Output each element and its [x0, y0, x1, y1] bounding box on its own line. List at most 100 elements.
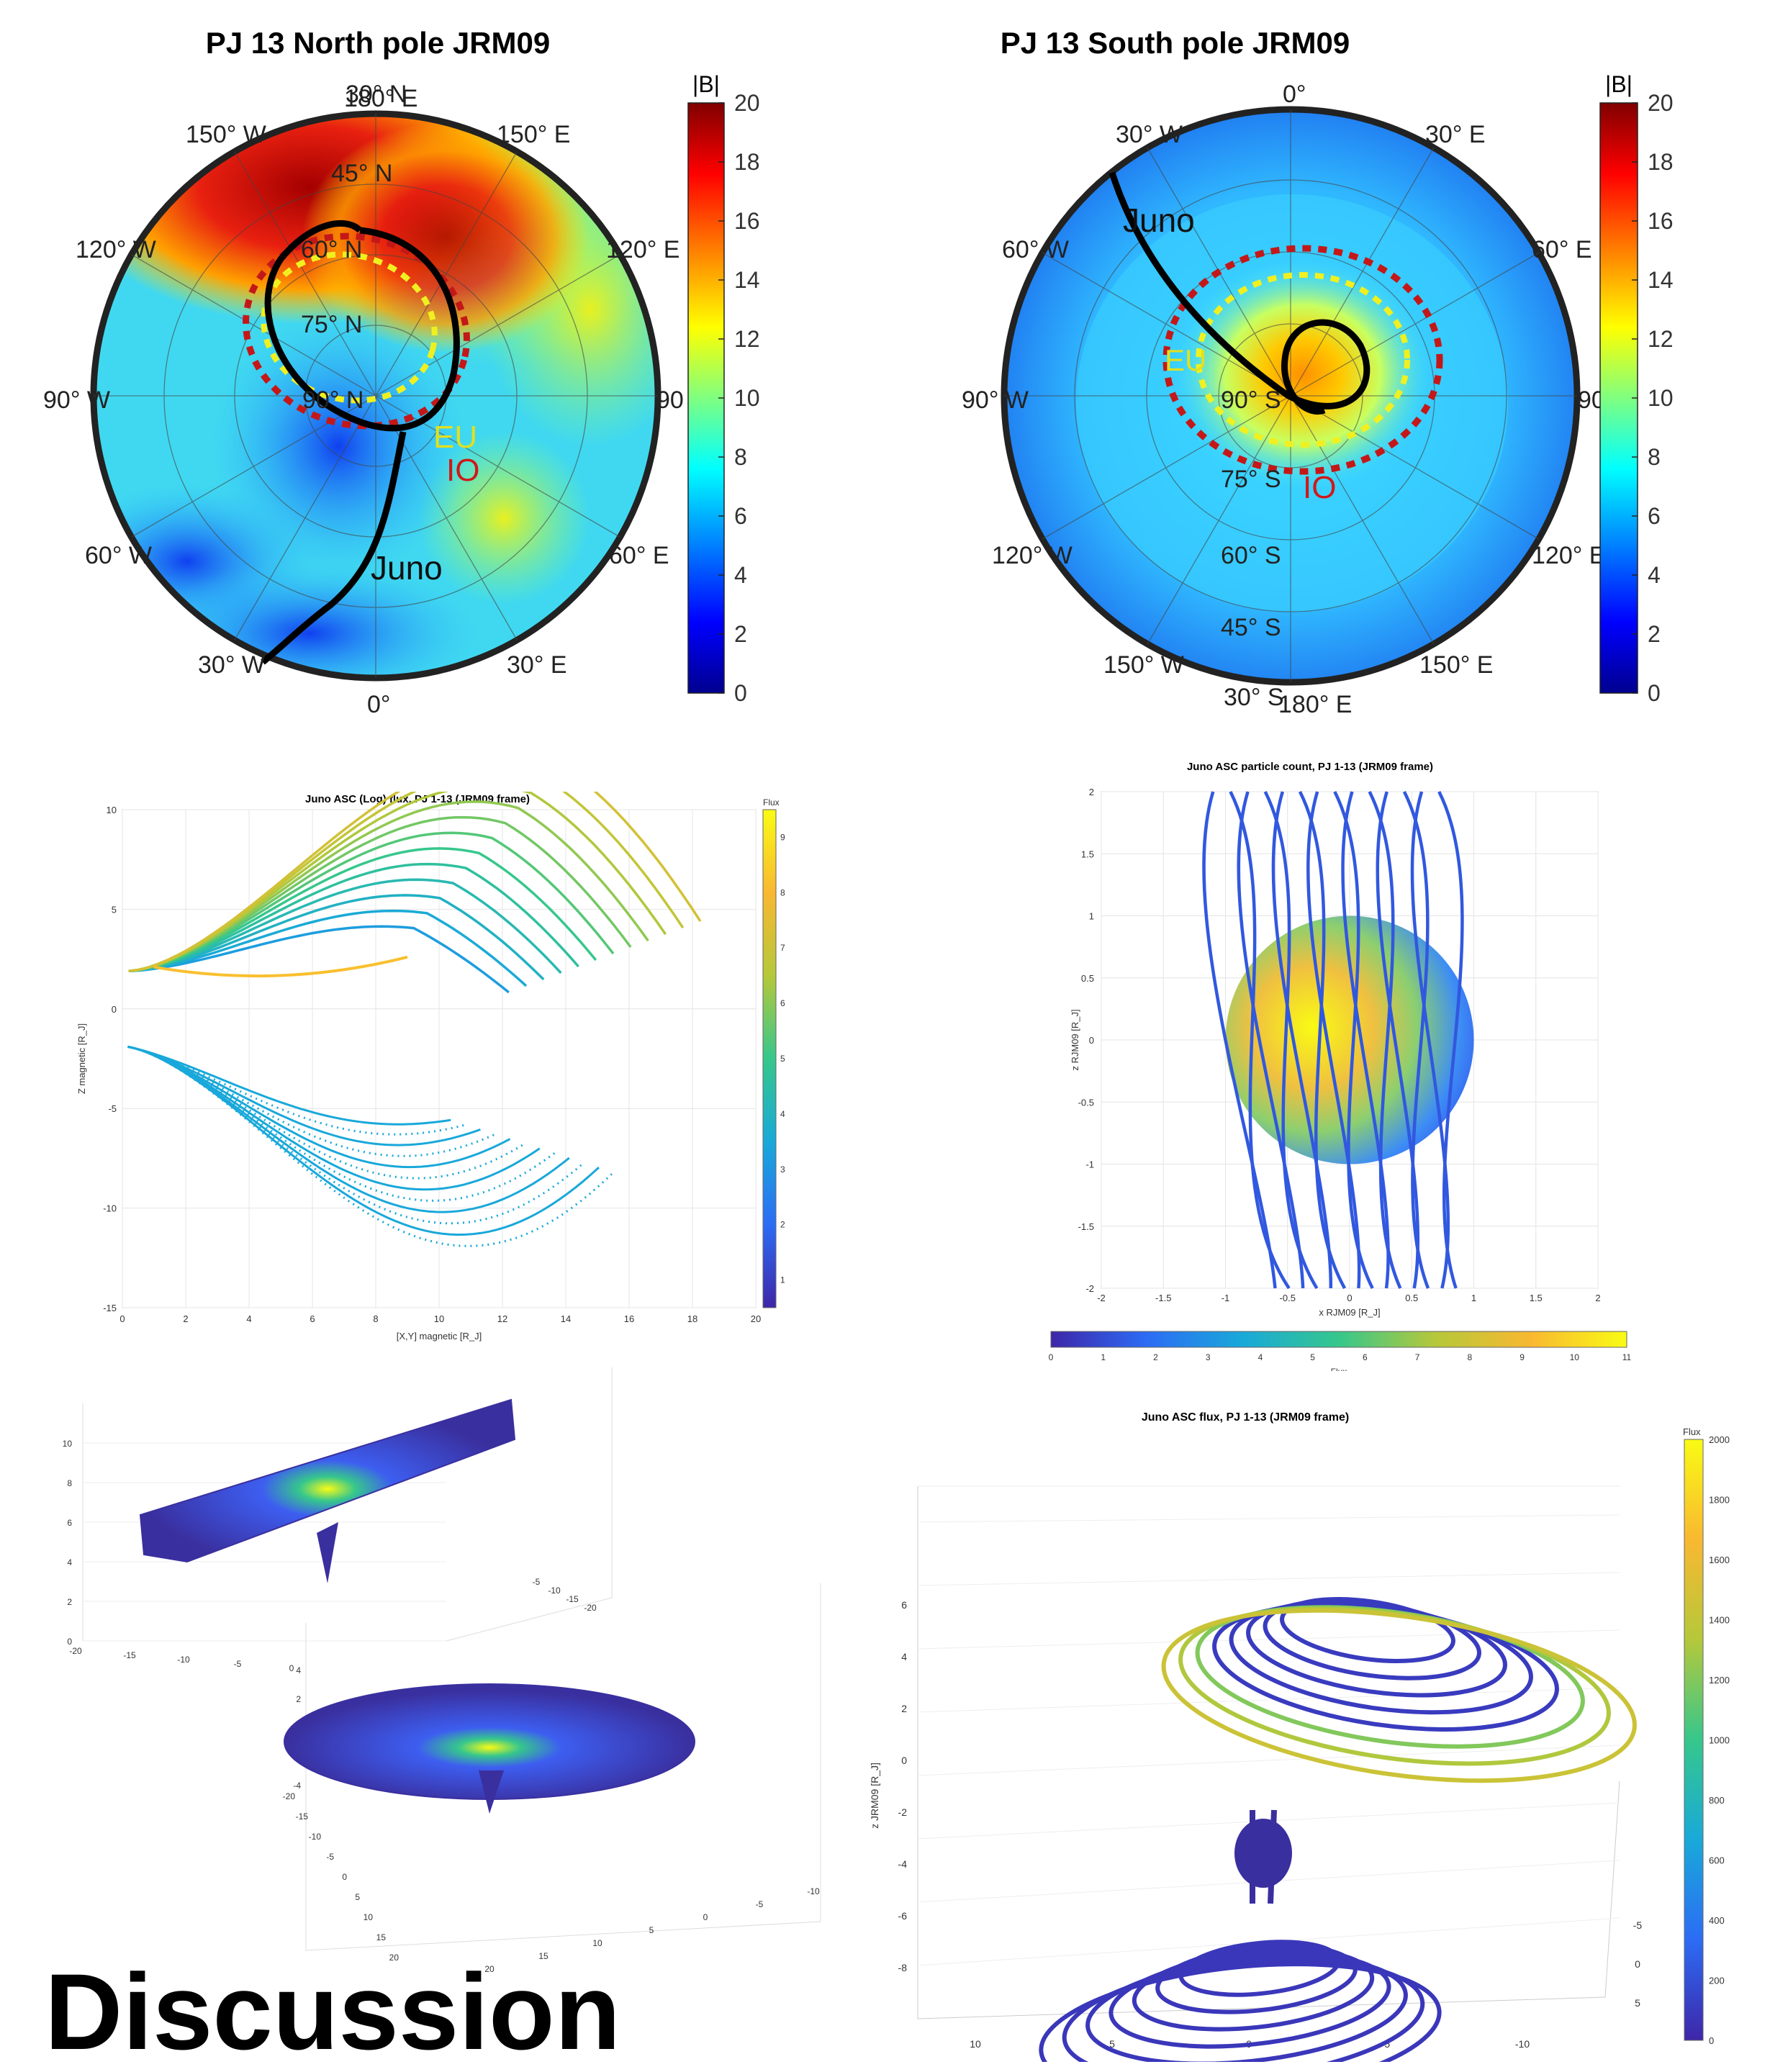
colorbar-tick: 200: [1709, 1976, 1725, 1986]
svg-text:45° S: 45° S: [1221, 614, 1281, 641]
field-line: [153, 955, 408, 978]
field-line: [1341, 791, 1390, 1289]
x-tick-label: -0.5: [1280, 1293, 1296, 1303]
axes-box: [305, 1583, 821, 1951]
x-tick-label: -10: [309, 1832, 322, 1842]
colorbar-tick: 4: [780, 1109, 785, 1119]
field-line: [1437, 790, 1464, 1289]
z-tick-label: 2: [901, 1703, 907, 1714]
grid-line: [917, 1687, 1620, 1713]
y-tick-label: -0.5: [1078, 1097, 1094, 1108]
y-tick-label: 0: [1635, 1958, 1640, 1970]
y-tick-label: 1.5: [1081, 849, 1094, 859]
x-tick-label: -1: [1222, 1293, 1230, 1303]
svg-text:IO: IO: [1303, 470, 1336, 505]
field-line: [128, 847, 597, 972]
colorbar-tick: 400: [1709, 1915, 1725, 1926]
x-tick-label: 20: [751, 1313, 761, 1324]
colorbar-tick: 12: [734, 326, 760, 352]
svg-text:30° E: 30° E: [1425, 121, 1486, 148]
colorbar-tick: 5: [1310, 1352, 1315, 1362]
field-line: [1085, 1954, 1408, 2062]
colorbar-tick: 2000: [1709, 1434, 1730, 1445]
section-heading: Discussion: [45, 1951, 621, 2072]
x-tick-label: -2: [1097, 1293, 1106, 1303]
colorbar-tick: 1400: [1709, 1615, 1730, 1626]
colorbar-tick: 9: [780, 832, 785, 842]
colorbar-tick: 800: [1709, 1795, 1725, 1806]
log-flux-panel: Juno ASC (Log) flux, PJ 1-13 (JRM09 fram…: [65, 792, 828, 1353]
south-colorbar-label: |B|: [1605, 71, 1633, 97]
y-tick-label: 0.5: [1081, 973, 1094, 984]
axes-box: [917, 1486, 1620, 2019]
svg-text:180° E: 180° E: [344, 85, 417, 112]
svg-text:90° S: 90° S: [1221, 386, 1281, 414]
colorbar-tick: 0: [734, 680, 747, 706]
x-tick-label: 10: [970, 2038, 981, 2050]
colorbar-tick: 6: [734, 503, 747, 529]
colorbar-tick: 1: [1101, 1352, 1106, 1362]
colorbar-tick: 12: [1648, 326, 1674, 352]
x-tick-label: 5: [1109, 2038, 1115, 2050]
colorbar-tick: 5: [780, 1054, 785, 1064]
colorbar-tick: 16: [734, 208, 760, 234]
x-tick-label: 10: [434, 1313, 444, 1324]
svg-text:120° W: 120° W: [76, 236, 156, 263]
x-tick-label: 5: [355, 1892, 360, 1902]
svg-text:150° E: 150° E: [497, 121, 570, 148]
svg-text:30° W: 30° W: [1116, 121, 1183, 148]
colorbar-label: Flux: [1331, 1367, 1347, 1371]
north-colorbar-ticks: 0 2 4 6 8 10 12 14 16 18 20: [718, 90, 760, 706]
colorbar-tick: 20: [1648, 90, 1674, 116]
svg-text:60° S: 60° S: [1221, 542, 1281, 569]
colorbar-tick: 4: [1648, 562, 1661, 588]
svg-text:EU: EU: [1165, 343, 1206, 377]
colorbar-tick: 1800: [1709, 1495, 1730, 1506]
colorbar-tick: 6: [1363, 1352, 1368, 1362]
x-tick-label: 12: [497, 1313, 507, 1324]
y-tick-label: 20: [484, 1964, 495, 1974]
field-line: [1376, 791, 1420, 1289]
field-line: [1108, 1950, 1391, 2049]
svg-text:150° W: 150° W: [1103, 651, 1184, 679]
svg-text:0°: 0°: [367, 691, 391, 718]
x-tick-label: 18: [687, 1313, 697, 1324]
y-tick-label: 2: [1089, 787, 1094, 797]
colorbar-tick: 1000: [1709, 1735, 1730, 1746]
colorbar-tick: 7: [780, 943, 785, 953]
svg-text:30° S: 30° S: [1224, 684, 1284, 711]
z-tick-label: 0: [901, 1755, 907, 1766]
colorbar-label: Flux: [1683, 1426, 1701, 1437]
colorbar: [1684, 1439, 1704, 2041]
x-tick-label: 14: [561, 1313, 571, 1324]
x-tick-label: 2: [183, 1313, 188, 1324]
svg-text:90° N: 90° N: [302, 386, 364, 414]
south-colorbar-ticks: 0 2 4 6 8 10 12 14 16 18 20: [1632, 90, 1674, 706]
y-tick-label: 5: [112, 904, 117, 915]
colorbar-tick: 2: [734, 621, 747, 647]
colorbar-tick: 8: [1648, 444, 1661, 470]
south-pole-title: PJ 13 South pole JRM09: [1000, 26, 1350, 60]
colorbar-tick: 8: [1467, 1352, 1472, 1362]
x-tick-label: 15: [376, 1932, 387, 1942]
colorbar-tick: 8: [780, 887, 785, 897]
svg-text:60° W: 60° W: [1002, 236, 1069, 263]
field-line: [128, 831, 615, 972]
y-tick-label: -20: [584, 1603, 597, 1613]
colorbar-tick: 10: [1648, 385, 1674, 411]
x-axis-label: [X,Y] magnetic [R_J]: [397, 1331, 482, 1342]
y-tick-label: 0: [112, 1004, 117, 1015]
x-tick-label: 4: [246, 1313, 251, 1324]
z-tick-label: 6: [901, 1599, 907, 1611]
svg-text:90° W: 90° W: [962, 386, 1029, 414]
colorbar-tick: 14: [734, 267, 760, 293]
colorbar: [762, 809, 777, 1308]
y-tick-label: 5: [649, 1925, 654, 1935]
colorbar-tick: 10: [734, 385, 760, 411]
svg-text:IO: IO: [446, 453, 479, 488]
z-tick-label: 6: [67, 1518, 72, 1528]
y-tick-label: 0: [703, 1912, 708, 1922]
field-line: [128, 862, 579, 972]
